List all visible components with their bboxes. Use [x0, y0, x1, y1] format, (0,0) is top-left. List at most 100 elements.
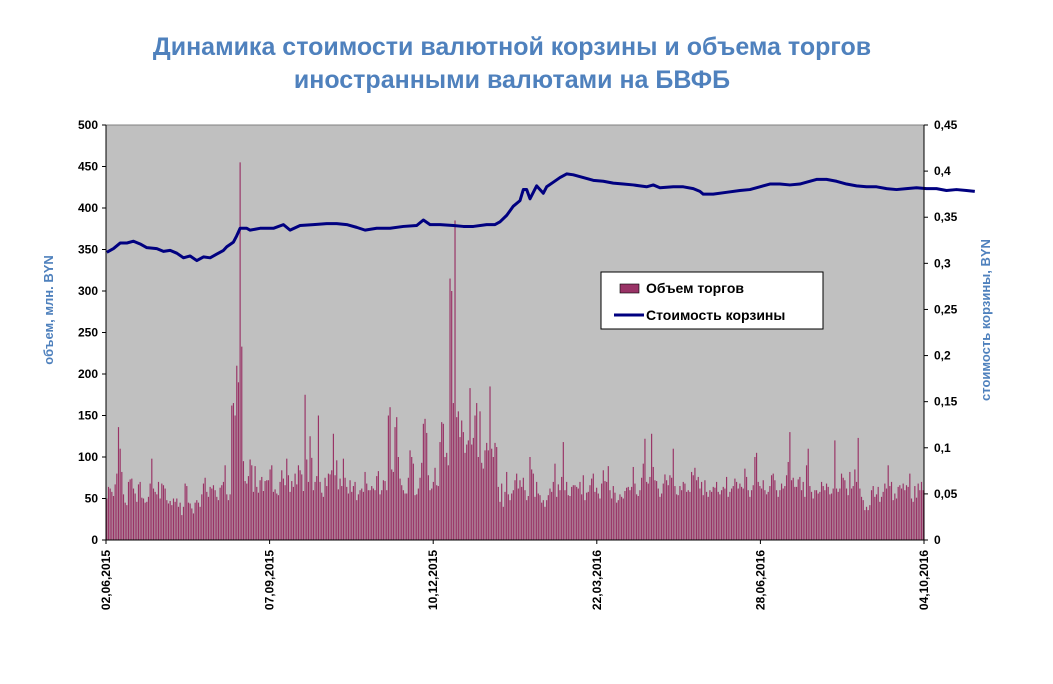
volume-bar — [879, 501, 881, 540]
volume-bar — [484, 450, 486, 540]
volume-bar — [199, 506, 201, 540]
volume-bar — [586, 492, 588, 540]
volume-bar — [905, 485, 908, 540]
volume-bar — [689, 491, 691, 540]
volume-bar — [877, 486, 879, 540]
volume-bar — [737, 488, 739, 540]
volume-bar — [191, 508, 193, 540]
volume-bar — [226, 494, 228, 540]
volume-bar — [426, 432, 428, 540]
volume-bar — [692, 475, 694, 540]
volume-bar — [767, 491, 769, 540]
x-ticks: 02,06,2015 07,09,2015 10,12,2015 22,03,2016… — [99, 540, 931, 610]
volume-bar — [757, 481, 759, 540]
volume-bar — [914, 486, 916, 540]
volume-bar — [607, 466, 609, 540]
volume-bar — [391, 469, 393, 540]
volume-bar — [519, 480, 521, 540]
volume-bar — [209, 486, 211, 540]
volume-bar — [684, 483, 686, 540]
volume-bar — [889, 486, 891, 540]
volume-bar — [164, 488, 166, 540]
volume-bar — [719, 494, 721, 540]
volume-bar — [277, 495, 280, 540]
volume-bar — [286, 458, 288, 540]
volume-bar — [371, 486, 373, 540]
volume-bar — [536, 481, 538, 540]
volume-bar — [314, 481, 316, 540]
volume-bar — [809, 486, 811, 540]
volume-bar — [870, 490, 873, 540]
volume-bar — [126, 505, 128, 540]
volume-bar — [752, 485, 754, 540]
volume-bar — [887, 465, 889, 540]
volume-bar — [745, 476, 748, 540]
volume-bar — [406, 493, 408, 540]
volume-bar — [376, 476, 378, 540]
volume-bar — [249, 459, 251, 540]
volume-bar — [602, 470, 604, 540]
volume-bar — [609, 490, 611, 540]
volume-bar — [807, 448, 809, 540]
volume-bar — [486, 442, 488, 540]
volume-bar — [541, 502, 543, 540]
volume-bar — [179, 502, 181, 540]
volume-bar — [526, 500, 528, 540]
volume-bar — [709, 490, 711, 540]
volume-bar — [202, 483, 205, 540]
volume-bar — [227, 500, 230, 540]
volume-bar — [201, 494, 203, 540]
volume-bar — [332, 433, 334, 540]
volume-bar — [446, 452, 448, 540]
volume-bar — [534, 496, 536, 540]
volume-bar — [850, 488, 853, 540]
volume-bar — [334, 475, 336, 540]
volume-bar — [327, 473, 329, 540]
volume-bar — [577, 488, 579, 540]
volume-bar — [642, 463, 644, 540]
volume-bar — [389, 407, 391, 540]
volume-bar — [559, 490, 561, 540]
volume-bar — [674, 486, 676, 540]
x-tick-label: 10,12,2015 — [426, 550, 440, 610]
volume-bar — [581, 494, 583, 540]
volume-bar — [596, 487, 598, 540]
volume-bar — [412, 463, 414, 540]
volume-bar — [176, 498, 178, 540]
volume-bar — [892, 500, 894, 540]
volume-bar — [374, 490, 376, 540]
volume-bar — [601, 483, 603, 540]
volume-bar — [667, 485, 669, 540]
volume-bar — [772, 473, 774, 540]
volume-bar — [909, 473, 911, 540]
volume-bar — [197, 502, 200, 540]
volume-bar — [920, 481, 923, 540]
volume-bar — [437, 486, 439, 540]
volume-bar — [292, 486, 295, 540]
volume-bar — [509, 500, 511, 540]
volume-bar — [432, 481, 434, 540]
volume-bar — [224, 465, 226, 540]
volume-bar — [562, 442, 564, 540]
volume-bar — [567, 495, 569, 540]
volume-bar — [206, 491, 208, 540]
basket-line-group — [106, 172, 975, 263]
volume-bar — [512, 490, 514, 540]
legend-box — [600, 271, 824, 330]
volume-bar — [217, 500, 220, 540]
volume-bar — [522, 477, 524, 540]
volume-bar — [697, 476, 699, 540]
volume-bar — [539, 495, 541, 540]
volume-bar — [834, 440, 836, 540]
volume-bar — [702, 495, 704, 540]
volume-bar — [329, 474, 331, 540]
volume-bar — [819, 491, 821, 540]
volume-bar — [267, 480, 270, 540]
volume-bar — [497, 486, 499, 540]
volume-bar — [147, 496, 150, 540]
right-tick-label: 0,35 — [934, 210, 958, 224]
volume-bar — [111, 491, 113, 540]
volume-bar — [502, 506, 504, 540]
volume-bar — [912, 501, 914, 540]
volume-bar — [392, 471, 394, 540]
